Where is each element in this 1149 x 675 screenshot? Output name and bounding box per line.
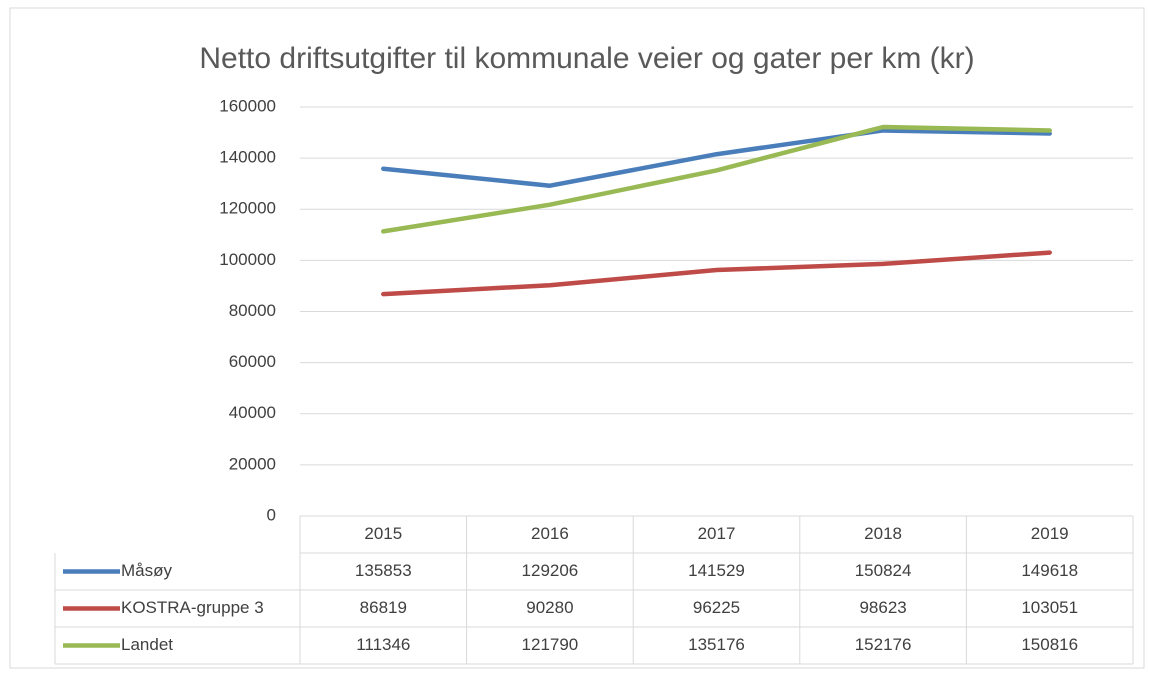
x-tick-label: 2017 <box>698 524 736 543</box>
table-value: 103051 <box>1021 598 1078 617</box>
x-tick-label: 2019 <box>1031 524 1069 543</box>
table-value: 152176 <box>855 635 912 654</box>
table-value: 90280 <box>526 598 573 617</box>
series-line <box>381 124 1052 234</box>
legend-label: KOSTRA-gruppe 3 <box>121 598 264 617</box>
x-tick-label: 2018 <box>864 524 902 543</box>
y-tick-label: 60000 <box>229 352 276 371</box>
table-value: 98623 <box>859 598 906 617</box>
table-value: 149618 <box>1021 561 1078 580</box>
y-tick-label: 80000 <box>229 301 276 320</box>
legend-label: Landet <box>121 635 173 654</box>
legend-label: Måsøy <box>121 561 173 580</box>
y-tick-label: 40000 <box>229 403 276 422</box>
y-tick-label: 120000 <box>219 199 276 218</box>
y-tick-label: 0 <box>267 505 276 524</box>
table-value: 86819 <box>360 598 407 617</box>
y-tick-label: 160000 <box>219 96 276 115</box>
table-value: 150824 <box>855 561 912 580</box>
table-value: 121790 <box>522 635 579 654</box>
series-line <box>381 250 1052 297</box>
y-tick-label: 100000 <box>219 250 276 269</box>
table-value: 135853 <box>355 561 412 580</box>
table-value: 135176 <box>688 635 745 654</box>
chart-border <box>9 7 1145 669</box>
table-value: 129206 <box>522 561 579 580</box>
table-value: 96225 <box>693 598 740 617</box>
chart-title: Netto driftsutgifter til kommunale veier… <box>199 42 974 75</box>
table-value: 111346 <box>356 635 410 654</box>
y-tick-label: 20000 <box>229 454 276 473</box>
series-line <box>381 128 1052 188</box>
y-tick-label: 140000 <box>219 148 276 167</box>
table-value: 150816 <box>1021 635 1078 654</box>
x-tick-label: 2015 <box>364 524 402 543</box>
x-tick-label: 2016 <box>531 524 569 543</box>
table-value: 141529 <box>688 561 745 580</box>
